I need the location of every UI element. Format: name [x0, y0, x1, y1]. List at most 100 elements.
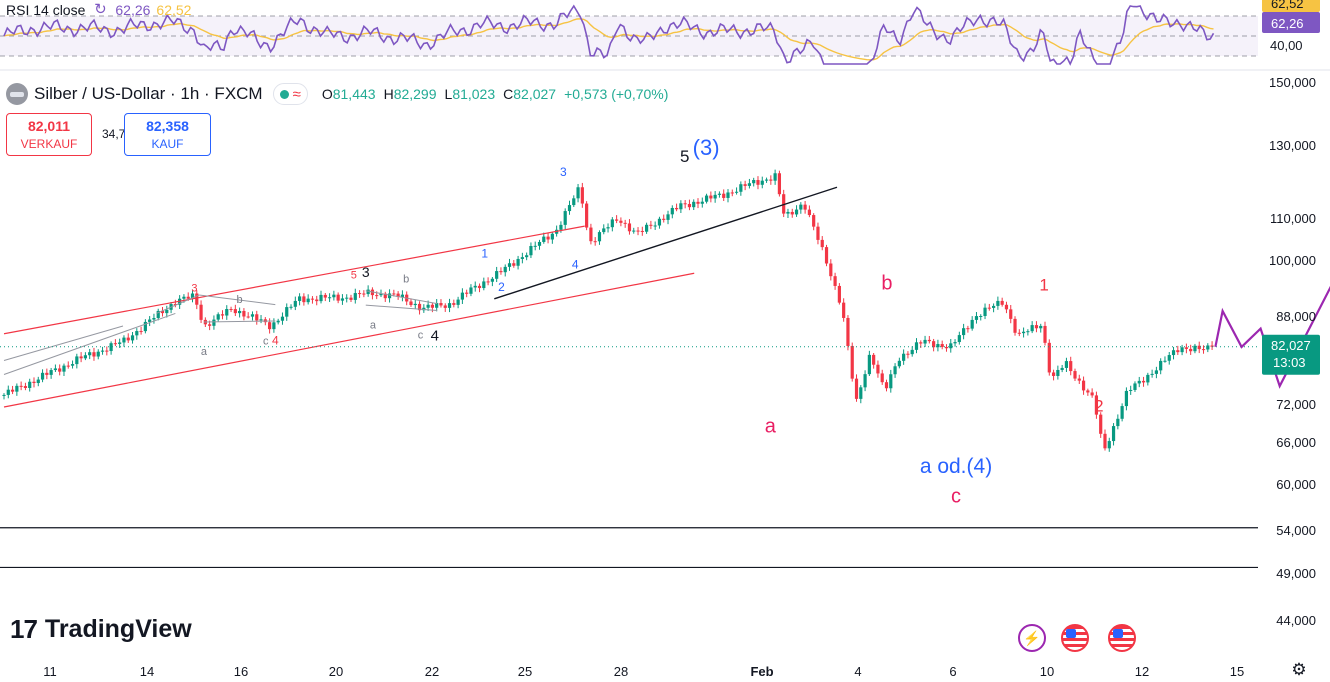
candle — [400, 290, 405, 302]
candle-body — [597, 232, 602, 242]
candle-body — [1051, 372, 1056, 376]
price-pane[interactable] — [2, 169, 1214, 452]
candle-body — [1047, 342, 1051, 373]
candle-body — [357, 293, 362, 295]
candle — [662, 214, 666, 223]
candle — [139, 326, 143, 335]
candle-body — [842, 302, 846, 318]
symbol-legend[interactable]: Silber / US-Dollar · 1h · FXCM ≈ O81,443… — [6, 83, 668, 105]
candle-body — [812, 215, 816, 227]
candle — [726, 189, 730, 203]
candle-body — [902, 353, 906, 361]
candle-body — [1090, 392, 1094, 396]
candle-body — [447, 303, 452, 308]
candle — [130, 331, 135, 344]
candle-body — [495, 271, 499, 279]
candle — [1021, 327, 1026, 338]
candle — [580, 182, 584, 208]
candle-body — [225, 309, 229, 316]
tradingview-logo[interactable]: 17 TradingView — [10, 614, 192, 645]
candle — [1180, 344, 1184, 356]
candle — [36, 376, 40, 387]
candle — [482, 277, 486, 291]
candle-body — [336, 294, 340, 301]
time-tick-label: 22 — [425, 664, 439, 679]
candle-body — [19, 385, 23, 387]
candle-body — [469, 287, 473, 294]
candle-body — [66, 365, 70, 367]
buy-button[interactable]: 82,358 KAUF — [124, 113, 211, 156]
candle — [156, 308, 160, 321]
candle-body — [1103, 433, 1107, 449]
candle-body — [743, 184, 747, 186]
candle — [238, 307, 242, 318]
candle-body — [974, 316, 979, 320]
candle-body — [987, 307, 991, 309]
candle — [627, 219, 632, 235]
candle-body — [1116, 418, 1120, 427]
us-flag-icon[interactable] — [1061, 624, 1089, 652]
buy-price: 82,358 — [146, 118, 189, 134]
candle — [962, 323, 966, 340]
time-tick-label: 14 — [140, 664, 154, 679]
candle-body — [747, 183, 752, 186]
candle-body — [477, 285, 482, 289]
candle — [1103, 429, 1107, 451]
candle-body — [1176, 350, 1180, 353]
candle — [979, 314, 983, 321]
candle — [105, 346, 109, 356]
candle-body — [109, 343, 113, 352]
candle — [28, 378, 32, 392]
candle-body — [220, 314, 225, 316]
candle — [1064, 357, 1069, 373]
candle — [349, 294, 353, 302]
correction-line — [203, 320, 276, 323]
candle-body — [679, 203, 683, 210]
candle-body — [880, 373, 884, 383]
channel-lower-line — [3, 272, 695, 408]
candle-body — [486, 281, 490, 283]
candle — [542, 232, 546, 244]
candle-body — [353, 293, 357, 300]
candle — [1056, 365, 1060, 380]
candle — [1086, 388, 1090, 396]
candle-body — [199, 304, 203, 320]
us-flag-icon[interactable] — [1108, 624, 1136, 652]
candle-body — [1146, 374, 1150, 383]
candle-body — [970, 319, 974, 329]
candle — [113, 339, 117, 346]
candle — [340, 294, 345, 305]
candle — [32, 377, 36, 388]
candle — [992, 303, 996, 313]
candle — [927, 335, 931, 344]
lightning-icon[interactable]: ⚡ — [1018, 624, 1046, 652]
candle — [563, 208, 567, 230]
candle — [782, 189, 786, 218]
candle — [512, 259, 516, 268]
candle — [83, 352, 87, 361]
rsi-refresh-icon[interactable]: ↻ — [94, 1, 107, 18]
candle-body — [139, 331, 143, 333]
candle-body — [319, 294, 323, 302]
gear-icon[interactable]: ⚙ — [1291, 660, 1307, 679]
rsi-tick-label: 40,00 — [1270, 38, 1303, 53]
candle — [190, 290, 195, 303]
market-status-pill[interactable]: ≈ — [272, 83, 308, 105]
candle — [19, 381, 23, 391]
candle — [936, 339, 940, 352]
candle-body — [1009, 309, 1013, 319]
candle — [1090, 388, 1094, 398]
symbol-title[interactable]: Silber / US-Dollar · 1h · FXCM — [34, 84, 263, 103]
candle-body — [567, 205, 572, 212]
candle — [833, 272, 837, 290]
rsi-legend[interactable]: RSI 14 close ↻ 62,26 62,52 — [6, 1, 191, 19]
candle-body — [786, 211, 790, 214]
candle — [752, 177, 756, 187]
candle-body — [400, 294, 405, 297]
candle-body — [152, 317, 156, 320]
wave-label: b — [237, 294, 243, 306]
sell-button[interactable]: 82,011 VERKAUF — [6, 113, 92, 156]
wave-label-3-major: (3) — [693, 135, 720, 160]
candle-body — [619, 220, 623, 223]
